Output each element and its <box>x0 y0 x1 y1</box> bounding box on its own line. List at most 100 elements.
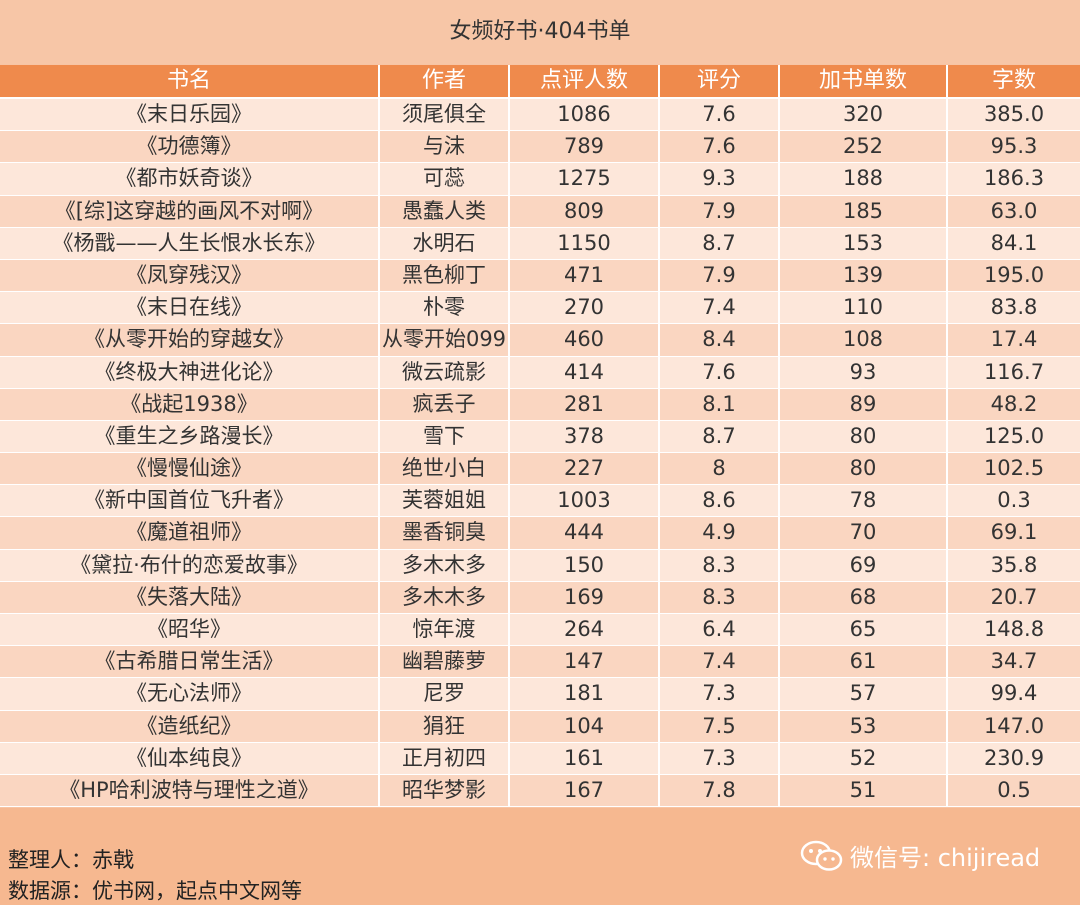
table-cell: 7.9 <box>660 195 780 227</box>
table-cell: 89 <box>780 388 948 420</box>
table-cell: 《新中国首位飞升者》 <box>0 485 380 517</box>
table-row: 《慢慢仙途》 绝世小白 227 8 80 102.5 <box>0 453 1080 486</box>
table-cell: 《重生之乡路漫长》 <box>0 420 380 453</box>
wechat-badge: 微信号: chijiread <box>800 838 1040 873</box>
column-header: 点评人数 <box>510 65 660 97</box>
table-cell: 8 <box>660 453 780 485</box>
table-cell: 69 <box>780 549 948 581</box>
table-row: 《都市妖奇谈》 可蕊 1275 9.3 188 186.3 <box>0 163 1080 196</box>
table-cell: 疯丢子 <box>380 388 510 420</box>
table-cell: 188 <box>780 163 948 195</box>
table-row: 《昭华》 惊年渡 264 6.4 65 148.8 <box>0 614 1080 647</box>
table-row: 《无心法师》 尼罗 181 7.3 57 99.4 <box>0 678 1080 711</box>
table-cell: 9.3 <box>660 163 780 195</box>
table-cell: 8.3 <box>660 549 780 581</box>
table-cell: 17.4 <box>990 327 1038 352</box>
table-cell: 《HP哈利波特与理性之道》 <box>0 774 380 807</box>
column-header: 字数 <box>991 68 1036 93</box>
table-cell: 69.1 <box>990 520 1038 545</box>
table-cell: 微云疏影 <box>380 356 510 388</box>
table-cell: 444 <box>510 517 660 549</box>
table-cell: 378 <box>510 420 660 453</box>
table-row: 《魔道祖师》 墨香铜臭 444 4.9 70 69.1 <box>0 517 1080 550</box>
table-cell: 125.0 <box>983 423 1045 448</box>
table-cell: 《失落大陆》 <box>0 581 380 613</box>
table-cell: 尼罗 <box>380 678 510 710</box>
table-cell: 34.7 <box>990 649 1038 674</box>
table-row: 《[综]这穿越的画风不对啊》 愚蠢人类 809 7.9 185 63.0 <box>0 195 1080 228</box>
table-cell: 须尾俱全 <box>380 99 510 131</box>
table-row: 《功德簿》 与沫 789 7.6 252 95.3 <box>0 131 1080 164</box>
table-cell: 1086 <box>510 99 660 131</box>
table-cell: 8.1 <box>660 388 780 420</box>
table-cell: 7.3 <box>660 678 780 710</box>
table-cell: 252 <box>780 131 948 163</box>
table-cell: 7.4 <box>660 646 780 678</box>
table-cell: 57 <box>780 678 948 710</box>
table-cell: 320 <box>780 99 948 131</box>
table-cell: 0.5 <box>997 777 1031 802</box>
table-cell: 7.4 <box>660 292 780 324</box>
table-cell: 0.3 <box>997 488 1031 513</box>
table-cell: 68 <box>780 581 948 613</box>
table-cell: 《终极大神进化论》 <box>0 356 380 388</box>
table-cell: 惊年渡 <box>380 614 510 646</box>
table-cell: 《杨戬——人生长恨水长东》 <box>0 227 380 259</box>
table-cell: 朴零 <box>380 292 510 324</box>
wechat-icon <box>800 840 843 871</box>
table-cell: 7.6 <box>660 131 780 163</box>
table-cell: 7.3 <box>660 742 780 774</box>
table-cell: 53 <box>780 710 948 742</box>
table-cell: 绝世小白 <box>380 453 510 485</box>
table-cell: 《仙本纯良》 <box>0 742 380 774</box>
table-row: 《重生之乡路漫长》 雪下 378 8.7 80 125.0 <box>0 420 1080 454</box>
table-cell: 20.7 <box>990 584 1038 609</box>
table-cell: 《都市妖奇谈》 <box>0 163 380 195</box>
table-cell: 93 <box>780 356 948 388</box>
table-cell: 1275 <box>510 163 660 195</box>
table-cell: 227 <box>510 453 660 485</box>
table-cell: 《末日乐园》 <box>0 99 380 131</box>
table-cell: 186.3 <box>983 166 1045 191</box>
table-cell: 161 <box>510 742 660 774</box>
table-row: 《杨戬——人生长恨水长东》 水明石 1150 8.7 153 84.1 <box>0 227 1080 260</box>
table-cell: 230.9 <box>983 745 1045 770</box>
table: 书名 作者 点评人数 评分 加书单数 字数 《末日乐园》 须尾俱全 1086 7.6 320 385.… <box>0 65 1080 808</box>
table-row: 《造纸纪》 狷狂 104 7.5 53 147.0 <box>0 710 1080 743</box>
table-cell: 70 <box>780 517 948 549</box>
table-cell: 65 <box>780 614 948 646</box>
column-header: 书名 <box>0 65 380 97</box>
header-row: 书名 作者 点评人数 评分 加书单数 字数 <box>0 65 1080 99</box>
table-cell: 181 <box>510 678 660 710</box>
table-cell: 《无心法师》 <box>0 678 380 710</box>
table-cell: 8.4 <box>660 324 780 356</box>
table-cell: 8.7 <box>660 227 780 259</box>
table-row: 《凤穿残汉》 黑色柳丁 471 7.9 139 195.0 <box>0 259 1080 293</box>
table-cell: 281 <box>510 388 660 420</box>
table-cell: 270 <box>510 292 660 324</box>
credit: 整理人：赤戟 <box>8 848 134 872</box>
table-cell: 148.8 <box>983 617 1045 641</box>
table-cell: 芙蓉姐姐 <box>380 485 510 517</box>
table-cell: 狷狂 <box>380 710 510 742</box>
table-row: 《黛拉·布什的恋爱故事》 多木木多 150 8.3 69 35.8 <box>0 549 1080 582</box>
table-cell: 《造纸纪》 <box>0 710 380 742</box>
table-cell: 809 <box>510 195 660 227</box>
table-row: 《失落大陆》 多木木多 169 8.3 68 20.7 <box>0 581 1080 614</box>
table-cell: 48.2 <box>990 391 1038 416</box>
table-cell: 83.8 <box>990 295 1038 320</box>
table-cell: 63.0 <box>990 198 1038 223</box>
table-cell: 102.5 <box>983 456 1045 481</box>
table-cell: 《功德簿》 <box>0 131 380 163</box>
footer: 整理人：赤戟 数据源：优书网，起点中文网等 微信号: chijiread <box>0 808 1080 905</box>
table-row: 《从零开始的穿越女》 从零开始099 460 8.4 108 17.4 <box>0 324 1080 357</box>
table-cell: 84.1 <box>990 230 1038 255</box>
table-cell: 167 <box>510 774 660 807</box>
table-cell: 1150 <box>510 227 660 259</box>
table-cell: 95.3 <box>990 134 1038 159</box>
table-cell: 幽碧藤萝 <box>380 646 510 678</box>
table-cell: 黑色柳丁 <box>380 259 510 292</box>
table-cell: 139 <box>780 259 948 292</box>
table-cell: 195.0 <box>983 262 1045 287</box>
